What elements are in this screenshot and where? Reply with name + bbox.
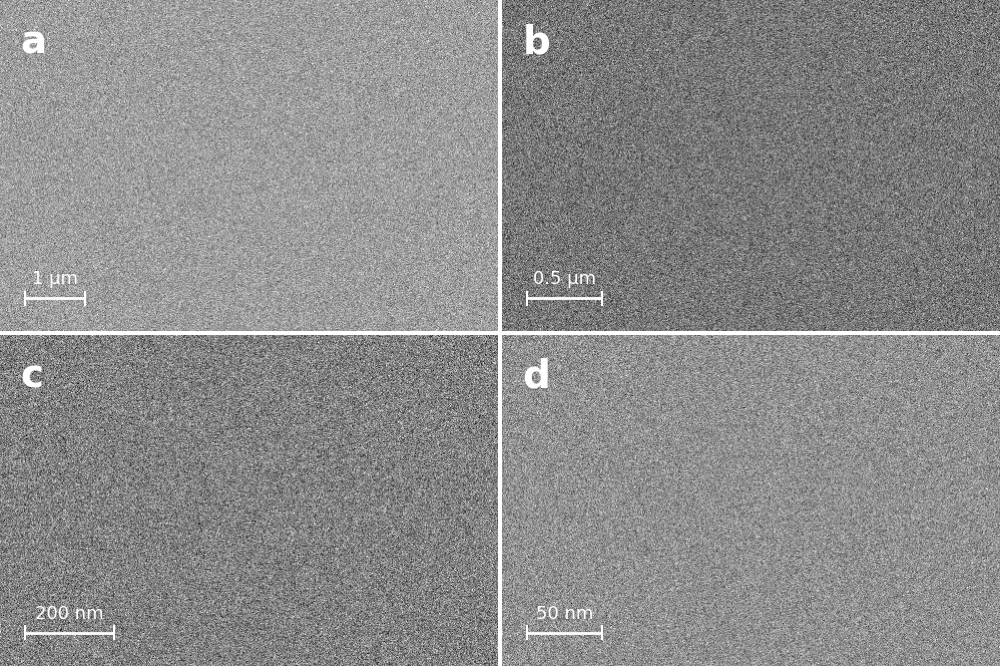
Text: b: b: [522, 23, 550, 61]
Text: 1 μm: 1 μm: [32, 270, 78, 288]
Text: a: a: [20, 23, 46, 61]
Text: c: c: [20, 358, 43, 396]
Text: 200 nm: 200 nm: [35, 605, 104, 623]
Text: d: d: [522, 358, 550, 396]
Text: 50 nm: 50 nm: [536, 605, 593, 623]
Text: 0.5 μm: 0.5 μm: [533, 270, 596, 288]
